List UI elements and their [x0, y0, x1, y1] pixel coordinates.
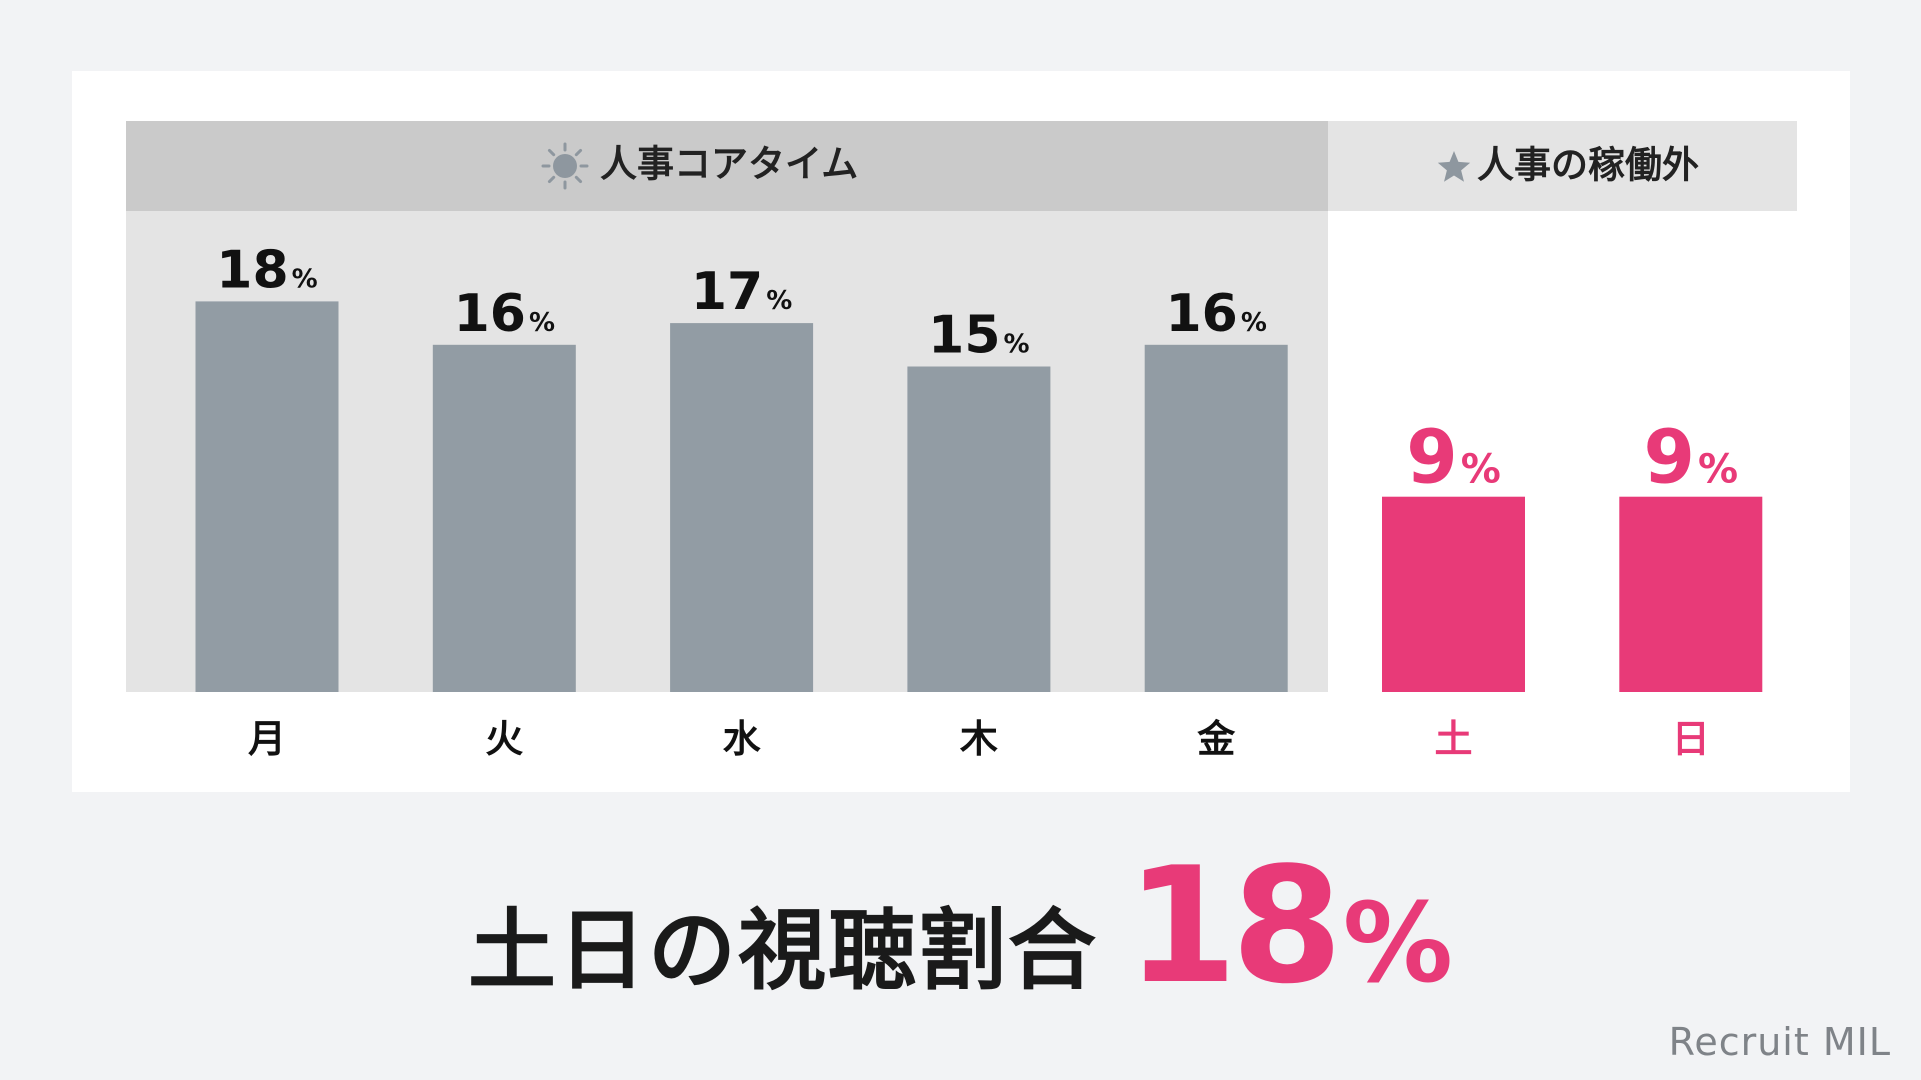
bar-value-label: 16%	[1165, 284, 1266, 344]
headline-unit: %	[1342, 879, 1453, 1007]
bar-月	[195, 301, 339, 692]
bar-木	[907, 366, 1051, 692]
category-label: 木	[960, 717, 998, 761]
bar-chart: 人事コアタイム 人事の稼働外 18 % 月 16 % 火 17 % 水 15 % 木 16 % 金 9% 土 9%…	[126, 121, 1797, 761]
headline-value: 18	[1126, 832, 1343, 1019]
bar-value-label: 9%	[1644, 415, 1739, 501]
off-hours-label: 人事の稼働外	[1477, 144, 1699, 187]
category-label: 日	[1672, 717, 1710, 761]
chart-card: 人事コアタイム 人事の稼働外 18% 月 16% 火 17% 水 15% 木 16% 金 9% 土 9%…	[72, 71, 1850, 792]
category-label: 金	[1196, 717, 1236, 761]
category-label: 土	[1434, 717, 1472, 761]
bar-value-label: 15%	[928, 306, 1029, 366]
bar-日	[1619, 496, 1763, 692]
bar-value-label: 9%	[1406, 415, 1501, 501]
sun-icon	[541, 142, 589, 190]
bar-火	[432, 344, 576, 692]
headline-text: 土日の視聴割合	[468, 899, 1099, 1002]
bar-土	[1382, 496, 1525, 692]
bar-value-label: 18%	[216, 240, 317, 300]
star-icon	[1437, 151, 1471, 182]
category-label: 火	[485, 717, 523, 761]
category-label: 月	[248, 717, 286, 761]
core-time-label: 人事コアタイム	[600, 143, 858, 186]
category-label: 水	[723, 717, 762, 761]
bar-水	[670, 323, 814, 692]
weekend-share-headline: 土日の視聴割合 18%	[0, 846, 1921, 1008]
recruit-mil-logo: Recruit MIL	[1668, 1020, 1891, 1064]
bar-value-label: 17%	[691, 262, 792, 322]
bar-金	[1144, 344, 1288, 692]
core-time-header	[126, 121, 1328, 211]
off-hours-header	[1328, 121, 1797, 211]
bar-value-label: 16%	[454, 284, 555, 344]
